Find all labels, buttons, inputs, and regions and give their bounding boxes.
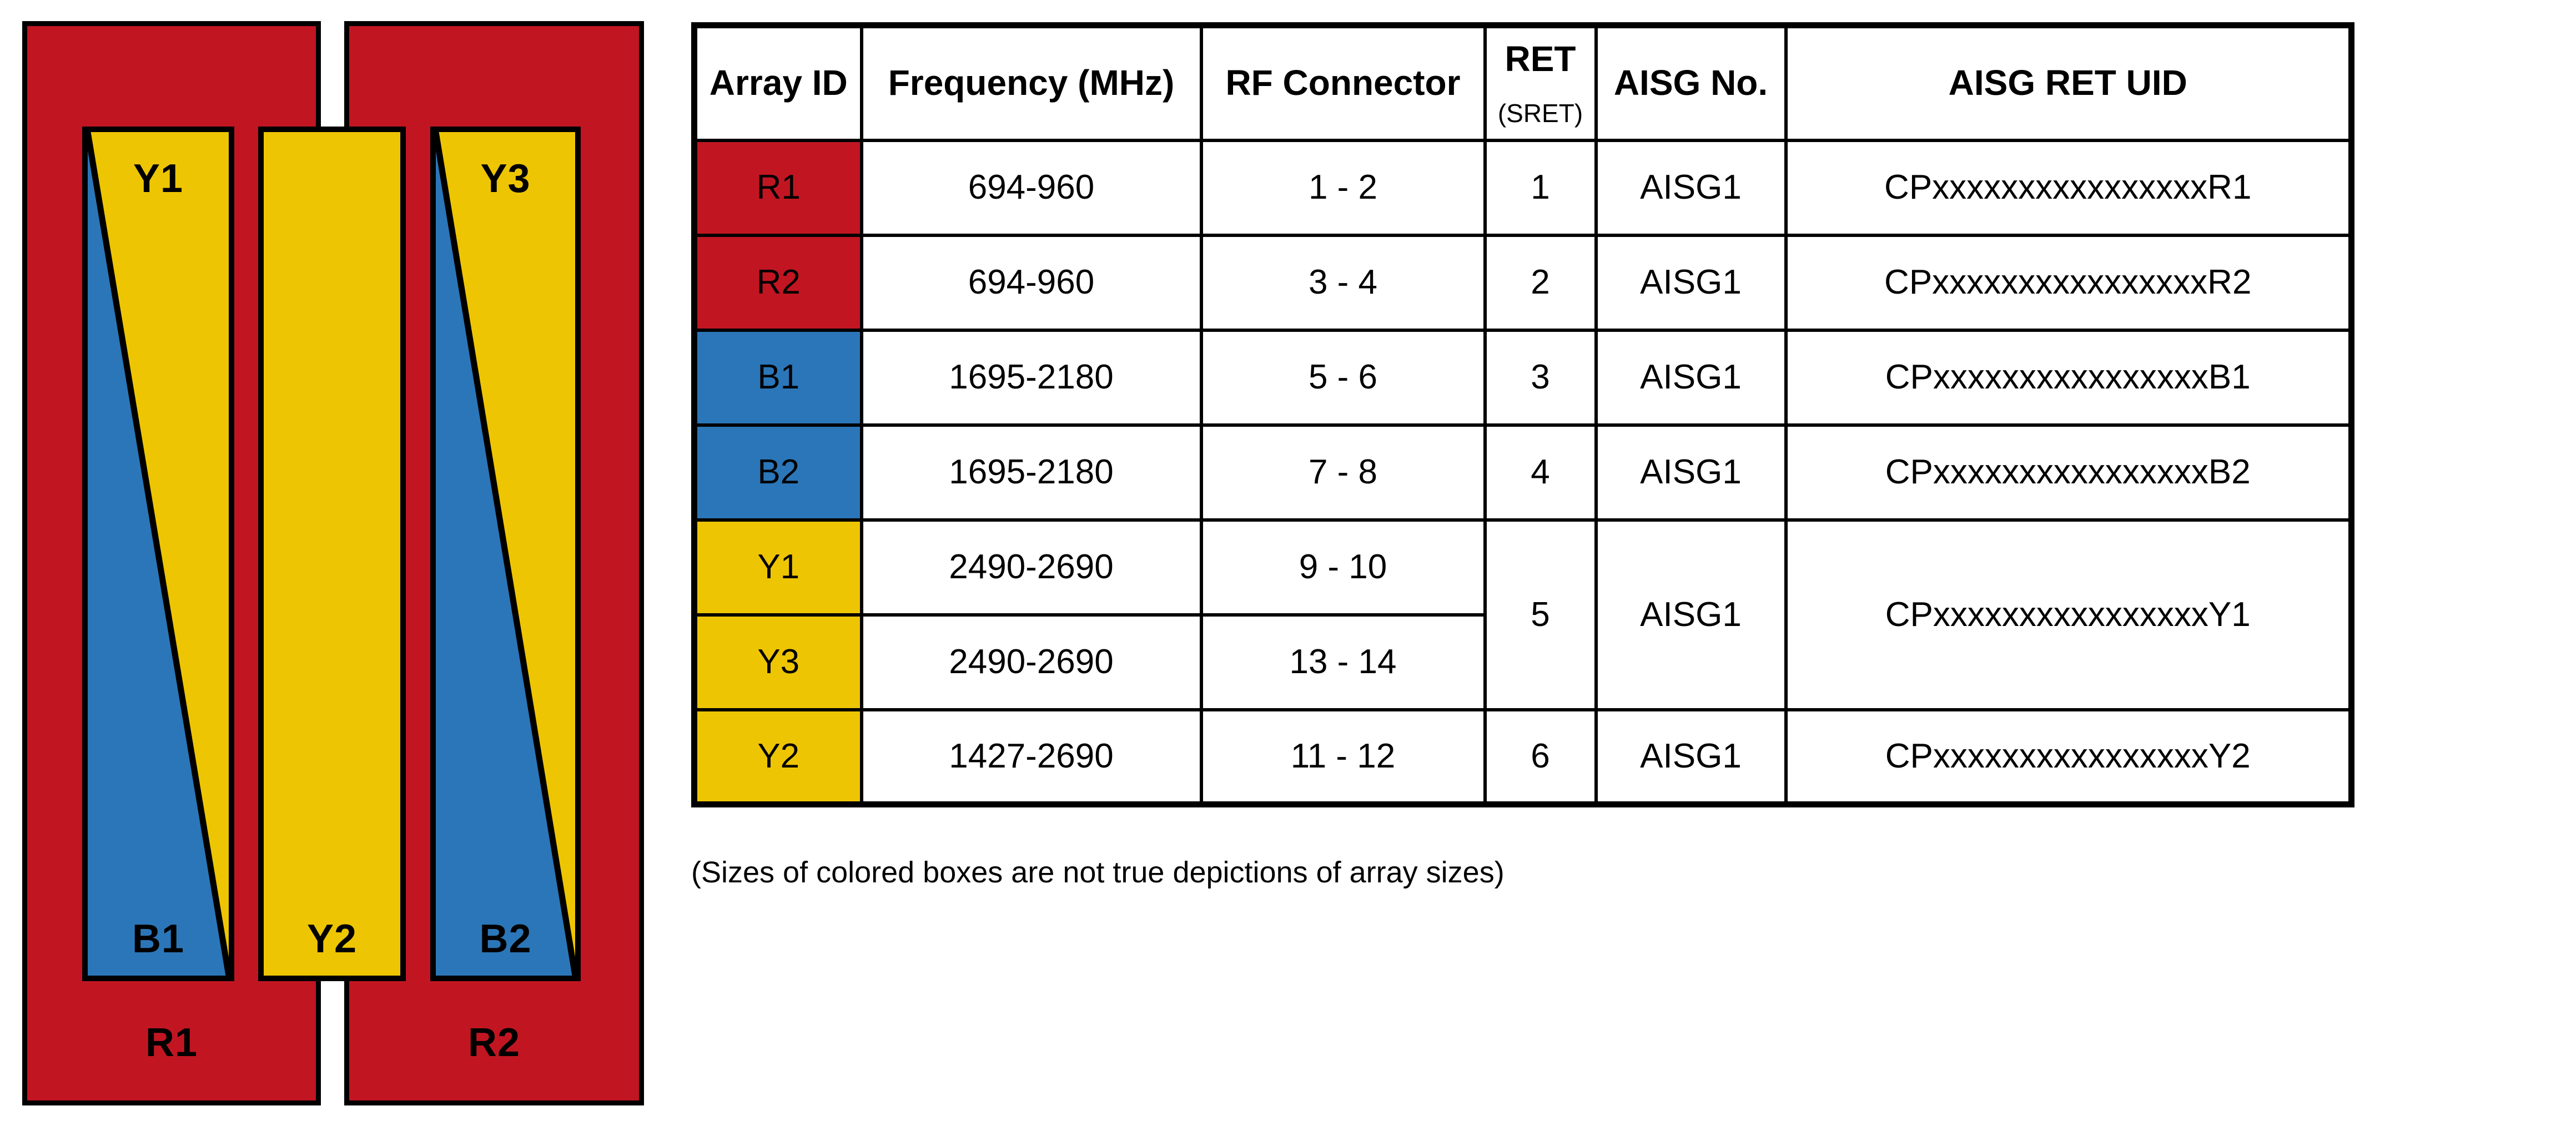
cell-y1-array-id: Y1 <box>692 518 863 617</box>
header-ret-main: RET <box>1505 39 1576 79</box>
array-panel-y1-b1: Y1 B1 <box>82 127 234 981</box>
cell-r2-ret: 2 <box>1483 233 1598 332</box>
header-array-id: Array ID <box>692 23 863 142</box>
cell-b2-aisg-ret-uid: CPxxxxxxxxxxxxxxxxB2 <box>1784 423 2353 522</box>
header-ret: RET (SRET) <box>1483 23 1598 142</box>
b2-triangle-graphic <box>436 132 575 976</box>
table-row-y2: Y2 1427-2690 11 - 12 6 AISG1 CPxxxxxxxxx… <box>692 708 2353 806</box>
header-ret-sub: (SRET) <box>1497 98 1583 128</box>
cell-r2-aisg-no: AISG1 <box>1594 233 1788 332</box>
cell-b2-rf-connector: 7 - 8 <box>1199 423 1487 522</box>
b2-diagonal-line <box>436 132 575 976</box>
table-row-r1: R1 694-960 1 - 2 1 AISG1 CPxxxxxxxxxxxxx… <box>692 138 2353 237</box>
cell-b2-array-id: B2 <box>692 423 863 522</box>
header-aisg-ret-uid: AISG RET UID <box>1784 23 2353 142</box>
table-row-b1: B1 1695-2180 5 - 6 3 AISG1 CPxxxxxxxxxxx… <box>692 328 2353 427</box>
cell-y2-aisg-no: AISG1 <box>1594 708 1788 806</box>
cell-b1-ret: 3 <box>1483 328 1598 427</box>
header-rf-connector: RF Connector <box>1199 23 1487 142</box>
array-panel-y2: Y2 <box>258 127 406 981</box>
array-b2-label: B2 <box>479 917 532 961</box>
cell-y1-y3-aisg-no: AISG1 <box>1594 518 1788 711</box>
table-row-r2: R2 694-960 3 - 4 2 AISG1 CPxxxxxxxxxxxxx… <box>692 233 2353 332</box>
cell-b2-aisg-no: AISG1 <box>1594 423 1788 522</box>
cell-y1-y3-aisg-ret-uid: CPxxxxxxxxxxxxxxxxY1 <box>1784 518 2353 711</box>
reflector-r2-label: R2 <box>467 1021 521 1065</box>
cell-y2-array-id: Y2 <box>692 708 863 806</box>
cell-b2-frequency: 1695-2180 <box>859 423 1203 522</box>
table-row-y1: Y1 2490-2690 9 - 10 5 AISG1 CPxxxxxxxxxx… <box>692 518 2353 711</box>
array-y3-label: Y3 <box>480 156 531 201</box>
cell-r2-rf-connector: 3 - 4 <box>1199 233 1487 332</box>
cell-b1-array-id: B1 <box>692 328 863 427</box>
table-row-b2: B2 1695-2180 7 - 8 4 AISG1 CPxxxxxxxxxxx… <box>692 423 2353 522</box>
header-aisg-no: AISG No. <box>1594 23 1788 142</box>
cell-b1-rf-connector: 5 - 6 <box>1199 328 1487 427</box>
b1-triangle-graphic <box>88 132 229 976</box>
cell-y1-rf-connector: 9 - 10 <box>1199 518 1487 617</box>
cell-b1-frequency: 1695-2180 <box>859 328 1203 427</box>
array-b1-label: B1 <box>132 917 185 961</box>
cell-r1-rf-connector: 1 - 2 <box>1199 138 1487 237</box>
cell-b1-aisg-no: AISG1 <box>1594 328 1788 427</box>
cell-r1-aisg-ret-uid: CPxxxxxxxxxxxxxxxxR1 <box>1784 138 2353 237</box>
cell-y2-ret: 6 <box>1483 708 1598 806</box>
cell-y1-y3-ret: 5 <box>1483 518 1598 711</box>
reflector-r1-label: R1 <box>145 1021 198 1065</box>
table-header-row: Array ID Frequency (MHz) RF Connector RE… <box>692 23 2353 142</box>
cell-b1-aisg-ret-uid: CPxxxxxxxxxxxxxxxxB1 <box>1784 328 2353 427</box>
cell-r1-array-id: R1 <box>692 138 863 237</box>
cell-y3-frequency: 2490-2690 <box>859 613 1203 711</box>
cell-r2-array-id: R2 <box>692 233 863 332</box>
cell-y3-array-id: Y3 <box>692 613 863 711</box>
array-y2-label: Y2 <box>306 917 358 961</box>
cell-y3-rf-connector: 13 - 14 <box>1199 613 1487 711</box>
array-panel-y3-b2: Y3 B2 <box>430 127 581 981</box>
header-frequency: Frequency (MHz) <box>859 23 1203 142</box>
cell-y2-rf-connector: 11 - 12 <box>1199 708 1487 806</box>
cell-y2-frequency: 1427-2690 <box>859 708 1203 806</box>
table-row-y3: Y3 2490-2690 13 - 14 <box>692 613 2352 711</box>
cell-y1-frequency: 2490-2690 <box>859 518 1203 617</box>
cell-y2-aisg-ret-uid: CPxxxxxxxxxxxxxxxxY2 <box>1784 708 2353 806</box>
cell-r2-frequency: 694-960 <box>859 233 1203 332</box>
cell-r1-frequency: 694-960 <box>859 138 1203 237</box>
ret-configuration-table: Array ID Frequency (MHz) RF Connector RE… <box>691 22 2354 807</box>
array-size-note: (Sizes of colored boxes are not true dep… <box>691 856 1505 889</box>
b1-diagonal-line <box>88 132 229 976</box>
cell-r1-aisg-no: AISG1 <box>1594 138 1788 237</box>
cell-b2-ret: 4 <box>1483 423 1598 522</box>
cell-r1-ret: 1 <box>1483 138 1598 237</box>
cell-r2-aisg-ret-uid: CPxxxxxxxxxxxxxxxxR2 <box>1784 233 2353 332</box>
array-y1-label: Y1 <box>133 156 184 201</box>
